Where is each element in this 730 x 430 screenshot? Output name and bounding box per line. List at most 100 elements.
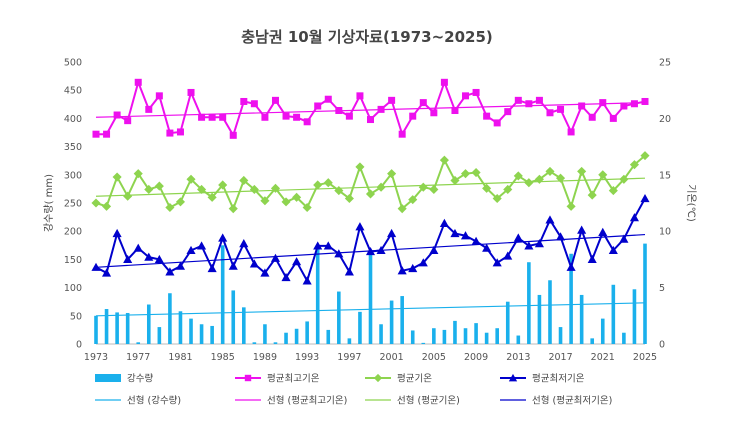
data-point	[228, 261, 238, 270]
data-point	[197, 241, 207, 250]
precip-bar	[516, 335, 521, 344]
data-point	[408, 195, 418, 205]
data-point	[313, 241, 323, 250]
data-point	[555, 232, 566, 241]
data-point	[102, 268, 112, 277]
data-point	[367, 116, 374, 124]
data-point	[345, 112, 353, 120]
data-point	[166, 129, 174, 137]
precip-bar	[389, 300, 394, 344]
data-point	[524, 178, 534, 188]
data-point	[239, 239, 249, 248]
y-right-tick-label: 5	[659, 283, 665, 294]
data-point	[229, 131, 237, 139]
y-right-tick-label: 15	[659, 170, 671, 181]
y-left-tick-label: 500	[64, 58, 82, 69]
data-point	[112, 172, 122, 182]
data-point	[629, 160, 639, 170]
data-point	[482, 243, 492, 252]
precip-bar	[410, 330, 415, 344]
data-point	[376, 245, 386, 255]
y-left-tick-label: 200	[64, 227, 82, 238]
data-point	[619, 174, 629, 184]
data-point	[175, 261, 186, 270]
data-point	[419, 99, 427, 107]
data-point	[460, 231, 471, 240]
data-point	[261, 113, 269, 121]
precip-bar	[558, 327, 563, 344]
data-point	[334, 186, 344, 196]
data-point	[123, 191, 133, 201]
precip-bar	[337, 291, 341, 344]
precip-bar	[453, 320, 457, 344]
x-tick-label: 1977	[126, 352, 150, 363]
data-point	[503, 251, 513, 260]
x-tick-label: 2009	[464, 352, 488, 363]
precip-bar	[611, 284, 616, 344]
data-point	[165, 202, 175, 213]
data-point	[323, 241, 333, 250]
data-point	[524, 241, 534, 250]
data-point	[244, 374, 252, 382]
data-point	[545, 166, 555, 176]
data-point	[534, 239, 544, 248]
data-point	[155, 92, 163, 100]
precip-bar	[495, 328, 499, 344]
y-right-tick-label: 10	[659, 227, 671, 238]
data-point	[513, 171, 523, 181]
data-point	[641, 97, 649, 105]
data-point	[187, 88, 195, 96]
y-left-tick-label: 100	[64, 283, 82, 294]
data-point	[578, 102, 586, 110]
data-point	[176, 128, 184, 136]
data-point	[145, 105, 153, 113]
y-left-tick-label: 50	[70, 311, 82, 322]
data-point	[91, 262, 101, 271]
data-point	[355, 162, 365, 172]
precip-bar	[157, 327, 162, 344]
precip-bar	[326, 329, 331, 344]
precip-bar	[643, 243, 647, 344]
axes: 0501001502002503003504004505000510152025…	[64, 58, 671, 364]
data-point	[355, 222, 365, 231]
precip-bar	[432, 328, 436, 344]
precip-bar	[505, 301, 510, 344]
data-point	[430, 109, 438, 117]
data-point	[567, 128, 575, 136]
data-point	[133, 169, 143, 179]
data-point	[103, 130, 111, 138]
data-point	[483, 112, 491, 120]
data-point	[373, 373, 383, 383]
data-point	[471, 236, 481, 245]
y-left-tick-label: 400	[64, 114, 82, 125]
series-lines	[91, 78, 650, 285]
data-point	[640, 193, 650, 203]
data-point	[471, 167, 481, 178]
y-left-tick-label: 300	[64, 170, 82, 181]
data-point	[387, 169, 397, 179]
precip-bar	[600, 318, 605, 344]
data-point	[133, 243, 143, 252]
data-point	[492, 193, 502, 204]
legend-label: 평균최고기온	[267, 374, 320, 385]
data-point	[587, 254, 597, 264]
data-point	[545, 215, 555, 224]
y-right-tick-label: 25	[659, 58, 671, 69]
data-point	[535, 96, 543, 104]
data-point	[418, 182, 428, 192]
data-point	[577, 166, 587, 176]
data-point	[250, 100, 258, 108]
data-point	[587, 190, 597, 200]
data-point	[514, 96, 522, 104]
data-point	[409, 112, 417, 120]
x-tick-label: 2021	[591, 352, 615, 363]
precip-bar	[484, 332, 489, 344]
data-point	[165, 267, 175, 276]
precip-bar	[146, 304, 151, 344]
data-point	[313, 180, 323, 190]
data-point	[293, 113, 301, 121]
y-axis-left-label: 강수량( mm)	[43, 174, 55, 232]
data-point	[270, 253, 281, 262]
data-point	[92, 130, 100, 138]
data-point	[154, 254, 164, 264]
